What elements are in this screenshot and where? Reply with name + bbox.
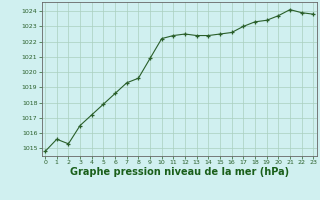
X-axis label: Graphe pression niveau de la mer (hPa): Graphe pression niveau de la mer (hPa) — [70, 167, 289, 177]
